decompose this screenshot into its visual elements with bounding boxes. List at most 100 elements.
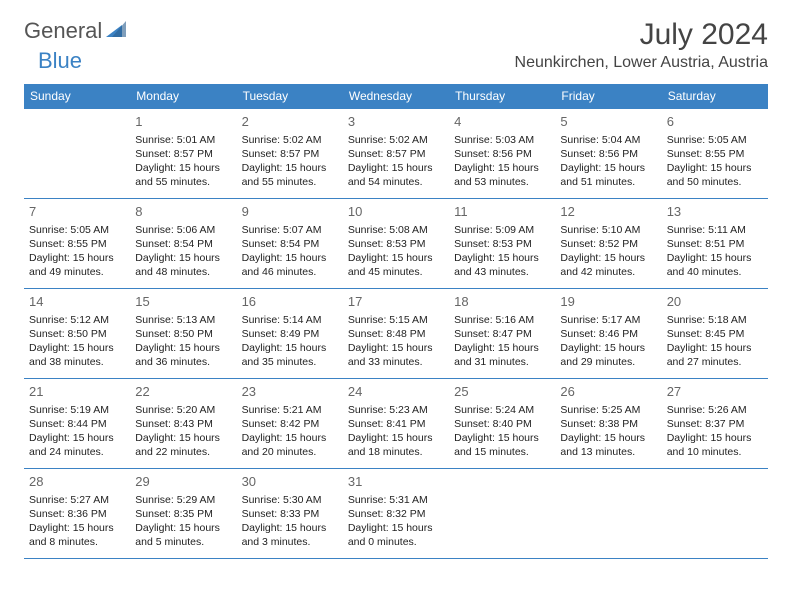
calendar-week-row: 28Sunrise: 5:27 AMSunset: 8:36 PMDayligh… <box>24 469 768 559</box>
calendar-day-cell: 10Sunrise: 5:08 AMSunset: 8:53 PMDayligh… <box>343 199 449 289</box>
daylight-text: Daylight: 15 hours <box>135 161 231 175</box>
daylight-text: and 24 minutes. <box>29 445 125 459</box>
calendar-day-cell: 4Sunrise: 5:03 AMSunset: 8:56 PMDaylight… <box>449 109 555 199</box>
location: Neunkirchen, Lower Austria, Austria <box>515 54 768 72</box>
calendar-day-cell: 22Sunrise: 5:20 AMSunset: 8:43 PMDayligh… <box>130 379 236 469</box>
daylight-text: and 33 minutes. <box>348 355 444 369</box>
logo-text-blue: Blue <box>38 48 82 74</box>
daylight-text: Daylight: 15 hours <box>560 161 656 175</box>
daylight-text: and 18 minutes. <box>348 445 444 459</box>
daylight-text: Daylight: 15 hours <box>29 521 125 535</box>
daylight-text: and 55 minutes. <box>135 175 231 189</box>
daylight-text: and 53 minutes. <box>454 175 550 189</box>
daylight-text: and 27 minutes. <box>667 355 763 369</box>
calendar-day-cell: 20Sunrise: 5:18 AMSunset: 8:45 PMDayligh… <box>662 289 768 379</box>
daylight-text: Daylight: 15 hours <box>135 341 231 355</box>
daylight-text: and 29 minutes. <box>560 355 656 369</box>
weekday-header: Friday <box>555 84 661 109</box>
daylight-text: Daylight: 15 hours <box>454 161 550 175</box>
day-number: 1 <box>135 113 231 131</box>
sunset-text: Sunset: 8:55 PM <box>29 237 125 251</box>
sunset-text: Sunset: 8:52 PM <box>560 237 656 251</box>
daylight-text: Daylight: 15 hours <box>560 341 656 355</box>
sunset-text: Sunset: 8:40 PM <box>454 417 550 431</box>
sunset-text: Sunset: 8:49 PM <box>242 327 338 341</box>
day-number: 31 <box>348 473 444 491</box>
daylight-text: Daylight: 15 hours <box>560 251 656 265</box>
calendar-day-cell: 27Sunrise: 5:26 AMSunset: 8:37 PMDayligh… <box>662 379 768 469</box>
daylight-text: and 51 minutes. <box>560 175 656 189</box>
sunset-text: Sunset: 8:44 PM <box>29 417 125 431</box>
sunrise-text: Sunrise: 5:05 AM <box>29 223 125 237</box>
daylight-text: and 38 minutes. <box>29 355 125 369</box>
calendar-day-cell: 17Sunrise: 5:15 AMSunset: 8:48 PMDayligh… <box>343 289 449 379</box>
sunrise-text: Sunrise: 5:29 AM <box>135 493 231 507</box>
daylight-text: Daylight: 15 hours <box>135 521 231 535</box>
sunset-text: Sunset: 8:57 PM <box>348 147 444 161</box>
calendar-day-cell: 28Sunrise: 5:27 AMSunset: 8:36 PMDayligh… <box>24 469 130 559</box>
sunset-text: Sunset: 8:47 PM <box>454 327 550 341</box>
sunset-text: Sunset: 8:33 PM <box>242 507 338 521</box>
day-number: 3 <box>348 113 444 131</box>
daylight-text: and 20 minutes. <box>242 445 338 459</box>
sunrise-text: Sunrise: 5:13 AM <box>135 313 231 327</box>
sunset-text: Sunset: 8:45 PM <box>667 327 763 341</box>
calendar-header-row: SundayMondayTuesdayWednesdayThursdayFrid… <box>24 84 768 109</box>
daylight-text: Daylight: 15 hours <box>560 431 656 445</box>
daylight-text: Daylight: 15 hours <box>29 251 125 265</box>
day-number: 4 <box>454 113 550 131</box>
daylight-text: Daylight: 15 hours <box>242 161 338 175</box>
sunset-text: Sunset: 8:50 PM <box>135 327 231 341</box>
sunrise-text: Sunrise: 5:23 AM <box>348 403 444 417</box>
day-number: 16 <box>242 293 338 311</box>
calendar-day-cell: 8Sunrise: 5:06 AMSunset: 8:54 PMDaylight… <box>130 199 236 289</box>
sunset-text: Sunset: 8:53 PM <box>454 237 550 251</box>
daylight-text: Daylight: 15 hours <box>454 341 550 355</box>
day-number: 18 <box>454 293 550 311</box>
sunrise-text: Sunrise: 5:20 AM <box>135 403 231 417</box>
calendar-day-cell: 6Sunrise: 5:05 AMSunset: 8:55 PMDaylight… <box>662 109 768 199</box>
sunrise-text: Sunrise: 5:04 AM <box>560 133 656 147</box>
calendar-day-cell: 12Sunrise: 5:10 AMSunset: 8:52 PMDayligh… <box>555 199 661 289</box>
daylight-text: Daylight: 15 hours <box>348 341 444 355</box>
daylight-text: Daylight: 15 hours <box>454 251 550 265</box>
daylight-text: and 36 minutes. <box>135 355 231 369</box>
day-number: 13 <box>667 203 763 221</box>
daylight-text: Daylight: 15 hours <box>348 431 444 445</box>
day-number: 6 <box>667 113 763 131</box>
weekday-header: Sunday <box>24 84 130 109</box>
sunrise-text: Sunrise: 5:01 AM <box>135 133 231 147</box>
sunrise-text: Sunrise: 5:02 AM <box>242 133 338 147</box>
calendar-day-cell: 7Sunrise: 5:05 AMSunset: 8:55 PMDaylight… <box>24 199 130 289</box>
daylight-text: Daylight: 15 hours <box>242 251 338 265</box>
calendar-week-row: 7Sunrise: 5:05 AMSunset: 8:55 PMDaylight… <box>24 199 768 289</box>
calendar-empty-cell <box>662 469 768 559</box>
calendar-day-cell: 13Sunrise: 5:11 AMSunset: 8:51 PMDayligh… <box>662 199 768 289</box>
sunset-text: Sunset: 8:57 PM <box>135 147 231 161</box>
calendar-day-cell: 19Sunrise: 5:17 AMSunset: 8:46 PMDayligh… <box>555 289 661 379</box>
sunrise-text: Sunrise: 5:24 AM <box>454 403 550 417</box>
daylight-text: and 50 minutes. <box>667 175 763 189</box>
day-number: 25 <box>454 383 550 401</box>
calendar-day-cell: 29Sunrise: 5:29 AMSunset: 8:35 PMDayligh… <box>130 469 236 559</box>
weekday-header: Saturday <box>662 84 768 109</box>
day-number: 12 <box>560 203 656 221</box>
day-number: 27 <box>667 383 763 401</box>
day-number: 24 <box>348 383 444 401</box>
day-number: 22 <box>135 383 231 401</box>
day-number: 5 <box>560 113 656 131</box>
daylight-text: Daylight: 15 hours <box>242 521 338 535</box>
sunrise-text: Sunrise: 5:18 AM <box>667 313 763 327</box>
daylight-text: and 15 minutes. <box>454 445 550 459</box>
calendar-day-cell: 11Sunrise: 5:09 AMSunset: 8:53 PMDayligh… <box>449 199 555 289</box>
sunset-text: Sunset: 8:57 PM <box>242 147 338 161</box>
calendar-table: SundayMondayTuesdayWednesdayThursdayFrid… <box>24 84 768 559</box>
sunrise-text: Sunrise: 5:25 AM <box>560 403 656 417</box>
sunset-text: Sunset: 8:42 PM <box>242 417 338 431</box>
weekday-header: Monday <box>130 84 236 109</box>
daylight-text: Daylight: 15 hours <box>29 431 125 445</box>
sunset-text: Sunset: 8:43 PM <box>135 417 231 431</box>
day-number: 14 <box>29 293 125 311</box>
sunset-text: Sunset: 8:54 PM <box>135 237 231 251</box>
logo-triangle-icon <box>106 21 126 42</box>
